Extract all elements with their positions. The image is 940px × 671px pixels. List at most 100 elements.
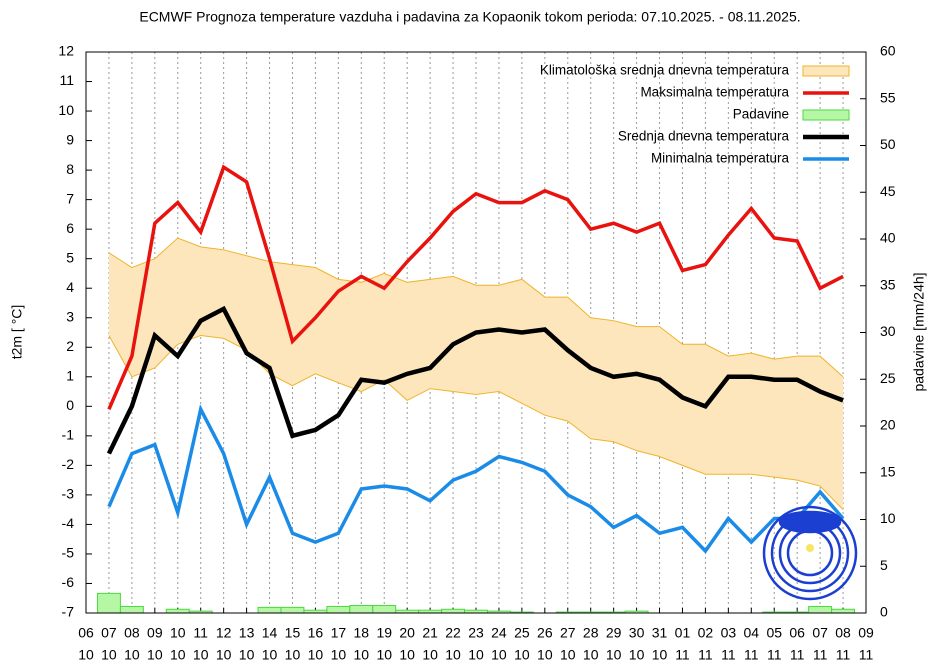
x-tick-label: 19 — [376, 625, 392, 641]
x-tick-label: 07 — [101, 625, 117, 641]
y-tick-label: 0 — [66, 397, 74, 413]
y-tick-label: -4 — [62, 515, 75, 531]
precip-bar — [808, 605, 833, 614]
legend-label: Maksimalna temperatura — [640, 85, 789, 100]
y-tick-label: -1 — [62, 427, 75, 443]
x-tick-label: 07 — [812, 625, 828, 641]
x-tick-label: 08 — [835, 625, 851, 641]
x-tick-label: 10 — [216, 647, 232, 663]
x-tick-label: 24 — [491, 625, 507, 641]
temp-line — [107, 404, 845, 554]
x-tick-label: 10 — [78, 647, 94, 663]
y-tick-label: 2 — [66, 338, 74, 354]
y-tick-label: 4 — [66, 279, 74, 295]
y-tick-label: -3 — [62, 486, 75, 502]
x-tick-label: 11 — [698, 647, 713, 663]
x-tick-label: 11 — [859, 647, 874, 663]
temp-line — [106, 305, 844, 455]
x-tick-label: 09 — [858, 625, 874, 641]
legend-label: Minimalna temperatura — [651, 151, 790, 166]
precip-bar — [326, 605, 351, 614]
x-tick-label: 11 — [675, 647, 690, 663]
x-tick-label: 10 — [262, 647, 278, 663]
y2-tick-label: 60 — [880, 43, 896, 59]
y-tick-label: -5 — [62, 545, 75, 561]
x-tick-label: 10 — [537, 647, 553, 663]
y2-tick-label: 55 — [880, 89, 896, 105]
y2-tick-label: 45 — [880, 183, 896, 199]
band-upper — [108, 237, 844, 378]
y-tick-label: 10 — [58, 102, 74, 118]
y-tick-label: 11 — [59, 72, 74, 88]
x-tick-label: 11 — [813, 647, 828, 663]
legend-swatch — [802, 65, 850, 77]
x-tick-label: 03 — [721, 625, 737, 641]
x-tick-label: 10 — [124, 647, 140, 663]
x-tick-label: 11 — [744, 647, 759, 663]
x-tick-label: 31 — [652, 625, 668, 641]
x-tick-label: 10 — [331, 647, 347, 663]
logo — [762, 505, 858, 601]
y-tick-label: 7 — [66, 190, 74, 206]
x-tick-label: 27 — [560, 625, 576, 641]
x-tick-label: 11 — [836, 647, 851, 663]
legend-swatch — [802, 109, 850, 121]
precip-bar — [441, 608, 466, 614]
legend-label: Klimatološka srednja dnevna temperatura — [540, 63, 790, 78]
y-tick-label: -7 — [62, 604, 75, 620]
y-tick-label: 3 — [66, 308, 74, 324]
climate-band — [108, 238, 844, 510]
legend-label: Srednja dnevna temperatura — [618, 129, 790, 144]
y-tick-label: 1 — [66, 367, 74, 383]
x-tick-label: 08 — [124, 625, 140, 641]
x-tick-label: 17 — [331, 625, 347, 641]
x-tick-label: 10 — [308, 647, 324, 663]
precip-bar — [119, 605, 144, 614]
x-tick-label: 26 — [537, 625, 553, 641]
y-axis-label: t2m [ °C] — [9, 305, 25, 360]
precip-bar — [831, 608, 856, 614]
x-tick-label: 10 — [583, 647, 599, 663]
x-tick-label: 10 — [629, 647, 645, 663]
y-tick-label: -6 — [62, 574, 75, 590]
y-tick-label: 9 — [66, 131, 74, 147]
x-tick-label: 11 — [790, 647, 805, 663]
x-tick-label: 25 — [514, 625, 530, 641]
precip-bar — [96, 592, 121, 614]
x-tick-label: 22 — [445, 625, 461, 641]
plot-frame — [85, 51, 867, 614]
x-tick-label: 15 — [285, 625, 301, 641]
y2-tick-label: 15 — [880, 463, 896, 479]
precip-bar — [257, 606, 282, 614]
x-tick-label: 18 — [354, 625, 370, 641]
y2-axis-label: padavine [mm/24h] — [911, 272, 927, 391]
x-tick-label: 29 — [606, 625, 622, 641]
x-tick-label: 10 — [514, 647, 530, 663]
precip-bar — [165, 608, 190, 614]
y-tick-label: 5 — [66, 249, 74, 265]
x-tick-label: 30 — [629, 625, 645, 641]
x-tick-label: 14 — [262, 625, 278, 641]
precip-bar — [280, 606, 305, 614]
x-tick-label: 10 — [285, 647, 301, 663]
x-tick-label: 06 — [78, 625, 94, 641]
y-tick-label: -2 — [62, 456, 75, 472]
x-tick-label: 10 — [101, 647, 117, 663]
y2-tick-label: 0 — [880, 604, 888, 620]
y2-tick-label: 10 — [880, 510, 896, 526]
x-tick-label: 10 — [193, 647, 209, 663]
x-tick-label: 01 — [675, 625, 691, 641]
x-tick-label: 12 — [216, 625, 232, 641]
x-tick-label: 10 — [652, 647, 668, 663]
precip-bar — [372, 605, 397, 614]
y2-tick-label: 50 — [880, 136, 896, 152]
x-tick-label: 05 — [766, 625, 782, 641]
precip-bar — [349, 605, 374, 614]
y2-tick-label: 35 — [880, 276, 896, 292]
x-tick-label: 11 — [193, 625, 208, 641]
x-tick-label: 23 — [468, 625, 484, 641]
y-tick-label: 12 — [58, 43, 74, 59]
x-tick-label: 02 — [698, 625, 714, 641]
y2-tick-label: 20 — [880, 417, 896, 433]
